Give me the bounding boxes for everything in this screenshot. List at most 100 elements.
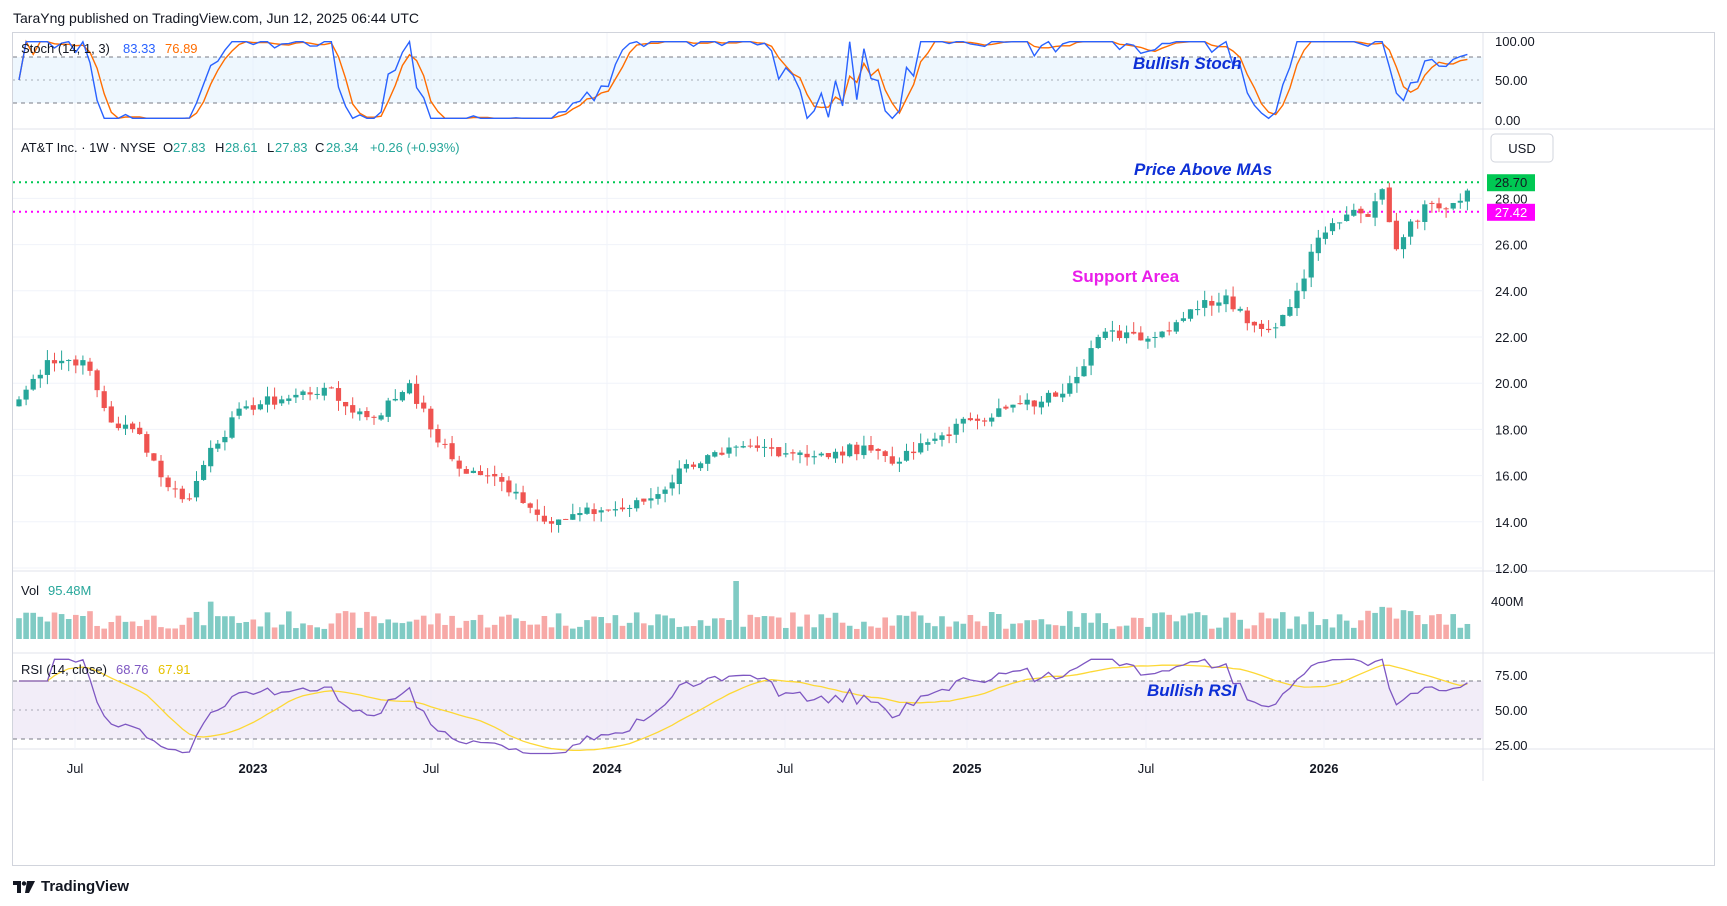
candle-body — [193, 480, 200, 498]
volume-bar — [1024, 620, 1030, 639]
volume-bar — [655, 614, 661, 639]
volume-bar — [1130, 617, 1137, 639]
candle-body — [499, 477, 505, 482]
volume-bar — [676, 626, 683, 639]
candle-body — [236, 408, 242, 416]
volume-bar — [1457, 627, 1464, 639]
volume-bar — [506, 614, 512, 639]
volume-bar — [392, 622, 399, 639]
candle-body — [108, 406, 114, 423]
support-tag-label: 27.42 — [1495, 205, 1528, 220]
volume-bar — [1237, 619, 1243, 639]
candle-body — [449, 443, 455, 460]
volume-bar — [1166, 614, 1172, 639]
price-legend-o-label: O — [163, 140, 173, 155]
candle-body — [534, 509, 540, 515]
volume-bar — [875, 627, 881, 639]
candle-body — [335, 388, 342, 401]
candle-body — [1287, 306, 1293, 316]
volume-bar — [371, 616, 377, 639]
candle-body — [1216, 302, 1222, 306]
volume-bar — [151, 615, 157, 639]
volume-bar — [953, 621, 959, 639]
volume-bar — [413, 619, 420, 639]
candle-body — [1464, 190, 1470, 202]
candle-body — [754, 445, 760, 448]
volume-bar — [967, 614, 974, 639]
candle-body — [186, 498, 192, 500]
chart-container[interactable]: Stoch (14, 1, 3) 83.33 76.89 Bullish Sto… — [12, 32, 1715, 866]
candle-body — [875, 448, 881, 451]
price-axis-label: 16.00 — [1495, 469, 1528, 484]
candle-body — [612, 509, 618, 511]
price-axis-label: 12.00 — [1495, 561, 1528, 576]
candle-body — [527, 503, 533, 508]
candle-body — [456, 460, 462, 469]
candle-body — [1145, 338, 1151, 342]
volume-bar — [1429, 615, 1435, 639]
volume-bar — [1109, 628, 1116, 639]
candle-body — [570, 514, 576, 520]
rsi-axis-75: 75.00 — [1495, 668, 1528, 683]
candle-body — [357, 411, 363, 415]
volume-bar — [1095, 613, 1101, 639]
candle-body — [1273, 327, 1279, 329]
candle-body — [307, 392, 313, 395]
candle-body — [477, 471, 484, 476]
rsi-ma-line — [19, 664, 1468, 752]
currency-button[interactable] — [1490, 133, 1554, 163]
candle-body — [655, 494, 661, 499]
volume-bar — [1308, 611, 1314, 639]
volume-bar — [1081, 613, 1087, 639]
candle-body — [889, 456, 895, 464]
candle-body — [541, 515, 547, 522]
time-label-2023: 2023 — [239, 761, 268, 776]
candle-body — [1408, 221, 1414, 237]
candle-body — [911, 451, 917, 454]
stoch-k-line — [18, 39, 1468, 120]
candle-body — [23, 389, 29, 400]
candle-body — [847, 444, 853, 457]
volume-bar — [1407, 611, 1414, 639]
volume-bar — [591, 616, 597, 639]
candle-body — [1258, 323, 1265, 329]
volume-bar — [889, 625, 896, 639]
candle-body — [293, 394, 299, 398]
candle-body — [257, 404, 263, 410]
volume-bar — [80, 616, 86, 639]
price-legend-symbol: AT&T Inc. · 1W · NYSE — [21, 140, 156, 155]
volume-bar — [73, 614, 79, 639]
volume-bar — [1358, 620, 1364, 639]
volume-bars — [16, 581, 1471, 639]
candle-body — [989, 417, 995, 422]
volume-bar — [456, 627, 462, 639]
candle-body — [80, 360, 86, 366]
volume-bar — [236, 622, 242, 639]
time-axis[interactable]: Jul 2023 Jul 2024 Jul 2025 Jul 2026 — [67, 761, 1339, 776]
candle-body — [378, 415, 384, 420]
candle-body — [840, 451, 846, 456]
volume-bar — [108, 621, 115, 639]
candle-body — [1344, 214, 1350, 221]
time-label-2024: 2024 — [593, 761, 623, 776]
candle-body — [1102, 331, 1108, 338]
candle-body — [442, 443, 448, 445]
candle-body — [30, 378, 36, 390]
candle-body — [506, 480, 512, 493]
volume-bar — [768, 616, 775, 639]
candle-body — [1351, 209, 1357, 216]
volume-bar — [23, 612, 29, 639]
candle-body — [1450, 203, 1456, 209]
volume-value: 95.48M — [48, 583, 91, 598]
volume-bar — [1187, 613, 1194, 639]
candle-body — [463, 469, 469, 474]
chart-svg[interactable]: Stoch (14, 1, 3) 83.33 76.89 Bullish Sto… — [13, 33, 1714, 865]
candle-body — [1152, 337, 1158, 338]
tradingview-footer[interactable]: TradingView — [13, 878, 129, 895]
candle-body — [932, 438, 938, 441]
candle-body — [648, 498, 654, 501]
volume-bar — [704, 625, 711, 639]
candle-body — [144, 434, 150, 453]
volume-bar — [186, 617, 193, 639]
candle-body — [790, 452, 796, 454]
